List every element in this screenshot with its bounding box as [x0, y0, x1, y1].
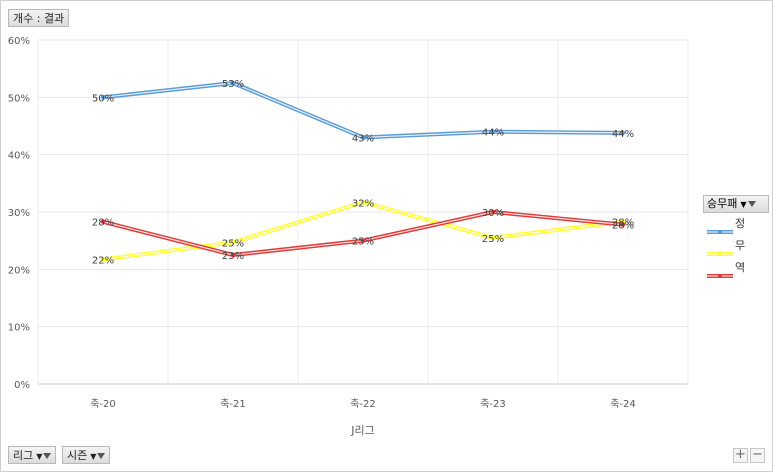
series-line-highlight-1: [102, 82, 624, 139]
data-label: 23%: [222, 251, 244, 262]
y-tick-label: 30%: [8, 208, 30, 219]
data-label: 30%: [482, 208, 504, 219]
y-tick-label: 10%: [8, 323, 30, 334]
y-tick-label: 40%: [8, 151, 30, 162]
season-field-button[interactable]: 시즌 ▼: [62, 446, 111, 464]
legend-item: 역: [703, 257, 769, 279]
data-label: 25%: [352, 237, 374, 248]
data-point: [100, 257, 106, 262]
dropdown-arrow-icon: ▼: [740, 200, 747, 209]
legend-item: 정: [703, 213, 769, 235]
data-label: 28%: [612, 221, 634, 232]
data-point: [360, 238, 366, 243]
legend-swatch: [707, 221, 733, 234]
data-point: [490, 209, 496, 215]
data-point: [100, 219, 106, 224]
data-point: [620, 130, 626, 136]
legend-label: 정: [735, 217, 746, 230]
data-label: 25%: [482, 234, 504, 245]
y-tick-label: 50%: [8, 93, 30, 104]
season-field-label: 시즌: [67, 449, 88, 462]
filter-icon: [43, 453, 52, 459]
dropdown-arrow-icon: ▼: [36, 452, 43, 461]
value-field-button[interactable]: 개수 : 결과: [8, 9, 70, 27]
data-point: [230, 240, 236, 245]
data-point: [100, 95, 106, 100]
data-point: [620, 222, 626, 227]
data-label: 28%: [92, 218, 114, 229]
data-label: 28%: [612, 218, 634, 229]
legend-filter-button[interactable]: 승무패 ▼: [703, 195, 769, 213]
x-tick-label: 축-24: [610, 398, 636, 410]
dropdown-arrow-icon: ▼: [90, 452, 97, 461]
data-point: [230, 252, 236, 258]
data-point: [490, 129, 496, 134]
league-field-button[interactable]: 리그 ▼: [8, 446, 57, 464]
legend-item: 무: [703, 235, 769, 257]
filter-icon: [747, 201, 756, 207]
y-tick-label: 20%: [8, 265, 30, 276]
collapse-button[interactable]: −: [750, 448, 765, 463]
data-point: [490, 235, 496, 240]
data-point: [230, 80, 236, 86]
data-label: 22%: [92, 256, 114, 267]
x-tick-label: 축-21: [220, 398, 246, 410]
data-label: 44%: [612, 129, 634, 140]
filter-icon: [97, 453, 106, 459]
x-tick-label: 축-20: [90, 398, 116, 410]
x-tick-label: 축-23: [480, 398, 506, 410]
zoom-controls: + −: [731, 447, 765, 463]
expand-button[interactable]: +: [733, 448, 748, 463]
legend-title: 승무패: [707, 197, 738, 210]
data-label: 50%: [92, 93, 114, 104]
data-label: 25%: [222, 238, 244, 249]
data-point: [360, 200, 366, 205]
data-label: 32%: [352, 198, 374, 209]
series-line-1: [102, 81, 624, 140]
data-label: 43%: [352, 133, 374, 144]
legend-swatch: [707, 243, 733, 256]
data-label: 53%: [222, 79, 244, 90]
y-tick-label: 0%: [14, 380, 30, 391]
x-axis-title: J리그: [350, 424, 374, 437]
data-point: [360, 135, 366, 140]
legend-label: 역: [735, 261, 746, 274]
legend-swatch: [707, 265, 733, 278]
y-tick-label: 60%: [8, 36, 30, 47]
league-field-label: 리그: [13, 449, 34, 462]
data-label: 44%: [482, 128, 504, 139]
x-tick-label: 축-22: [350, 398, 376, 410]
legend-label: 무: [735, 239, 746, 252]
